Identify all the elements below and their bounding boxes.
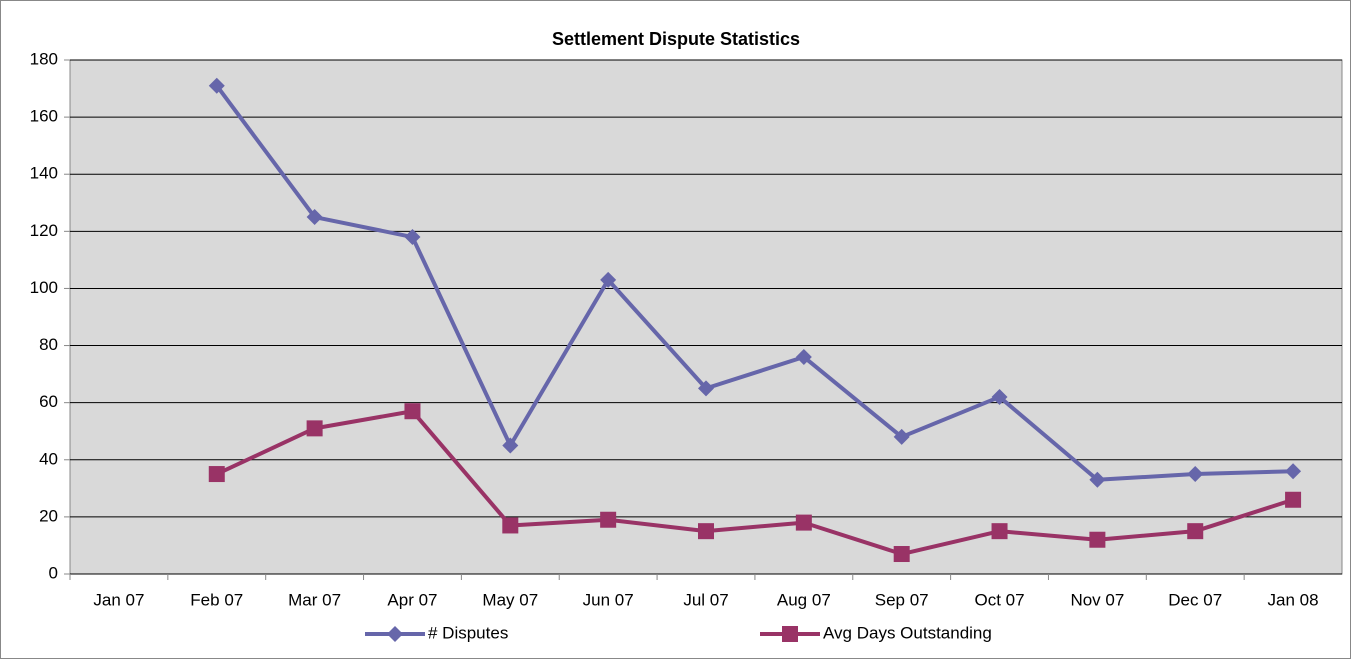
x-tick-label: Aug 07	[777, 590, 831, 609]
data-point	[600, 511, 617, 528]
data-point	[306, 209, 323, 226]
data-point	[600, 271, 617, 288]
y-tick-label: 60	[39, 392, 58, 411]
data-point	[404, 229, 421, 246]
x-tick-label: Jul 07	[683, 590, 728, 609]
x-tick-label: Apr 07	[387, 590, 437, 609]
chart-title: Settlement Dispute Statistics	[552, 29, 800, 49]
y-tick-label: 160	[30, 107, 58, 126]
x-tick-label: May 07	[482, 590, 538, 609]
data-point	[208, 466, 225, 483]
x-tick-label: Feb 07	[190, 590, 243, 609]
data-point	[1187, 466, 1204, 483]
legend-label: # Disputes	[428, 623, 508, 642]
y-tick-label: 180	[30, 49, 58, 68]
series-line	[215, 409, 1294, 557]
data-point	[1187, 523, 1204, 540]
legend-marker	[782, 626, 798, 642]
y-tick-label: 0	[49, 563, 58, 582]
data-point	[1089, 471, 1106, 488]
y-tick-label: 100	[30, 278, 58, 297]
data-point	[208, 77, 225, 94]
legend-label: Avg Days Outstanding	[823, 623, 992, 642]
data-point	[1089, 531, 1106, 548]
data-point	[1285, 463, 1302, 480]
y-tick-label: 40	[39, 449, 58, 468]
x-tick-label: Dec 07	[1168, 590, 1222, 609]
x-tick-label: Sep 07	[875, 590, 929, 609]
x-tick-label: Jan 08	[1268, 590, 1319, 609]
data-point	[306, 420, 323, 437]
data-point	[795, 514, 812, 531]
y-tick-label: 20	[39, 506, 58, 525]
x-tick-label: Mar 07	[288, 590, 341, 609]
x-tick-label: Jan 07	[93, 590, 144, 609]
data-point	[404, 403, 421, 420]
x-tick-label: Jun 07	[583, 590, 634, 609]
data-point	[795, 348, 812, 365]
legend-marker	[387, 626, 403, 642]
data-point	[1285, 491, 1302, 508]
data-point	[893, 428, 910, 445]
data-point	[991, 388, 1008, 405]
x-tick-label: Nov 07	[1070, 590, 1124, 609]
y-tick-label: 120	[30, 221, 58, 240]
x-tick-label: Oct 07	[974, 590, 1024, 609]
y-tick-label: 140	[30, 164, 58, 183]
y-tick-label: 80	[39, 335, 58, 354]
data-point	[502, 437, 519, 454]
data-point	[893, 546, 910, 563]
data-point	[502, 517, 519, 534]
data-point	[698, 380, 714, 397]
plot-area	[69, 59, 1343, 575]
series-line	[215, 84, 1294, 482]
data-point	[698, 523, 714, 540]
data-point	[991, 523, 1008, 540]
